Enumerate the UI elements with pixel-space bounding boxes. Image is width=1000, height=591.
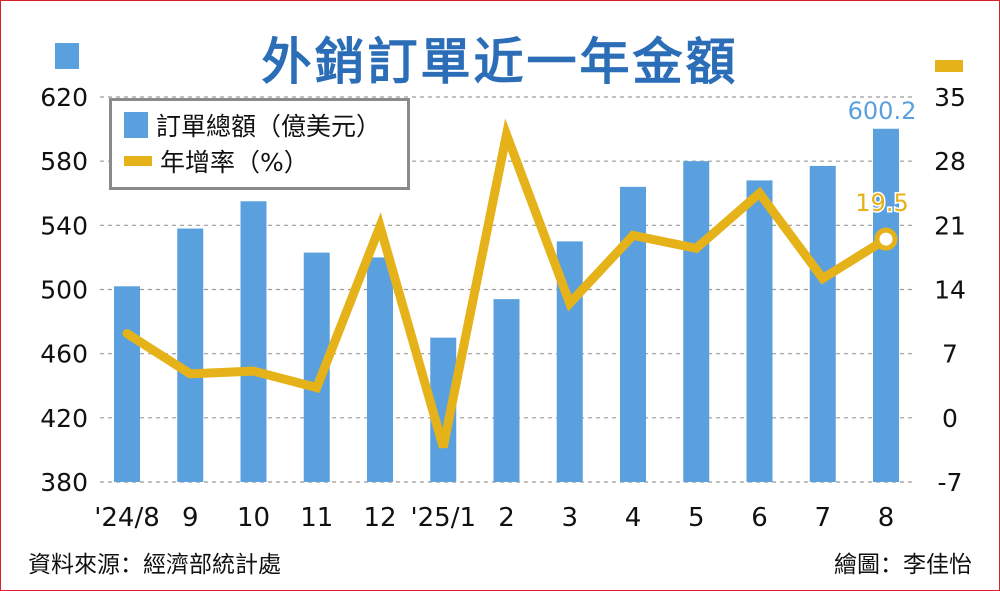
right-axis-ticks: -7 0 7 14 21 28 35 [934, 83, 966, 497]
bar-series [114, 128, 899, 483]
x-tick-label: 4 [625, 503, 642, 533]
bar [746, 180, 773, 482]
x-tick-label: 8 [878, 503, 895, 533]
bar [873, 128, 899, 482]
left-tick-label: 420 [40, 404, 88, 433]
left-tick-label: 500 [40, 276, 88, 305]
x-tick-label: 6 [751, 503, 768, 533]
x-axis-ticks: '24/8 9 10 11 12 '25/1 2 3 4 5 6 7 8 [94, 503, 894, 533]
x-tick-label: 10 [237, 503, 270, 533]
x-tick-label: 11 [300, 503, 333, 533]
left-tick-label: 460 [40, 340, 88, 369]
bar [493, 299, 520, 482]
right-tick-label: 35 [934, 83, 966, 112]
right-axis-color-key [935, 60, 963, 72]
legend-bar-swatch [124, 112, 148, 138]
left-tick-label: 380 [40, 468, 88, 497]
x-tick-label: 2 [498, 503, 515, 533]
x-tick-label: 7 [814, 503, 831, 533]
bar [114, 286, 140, 482]
source-note: 資料來源：經濟部統計處 [28, 552, 281, 578]
right-tick-label: 0 [942, 404, 958, 433]
x-tick-label: '24/8 [94, 503, 160, 533]
data-label: 600.2 [848, 97, 917, 125]
line-point [874, 227, 898, 251]
data-label: 19.5 [855, 189, 908, 217]
bar [240, 201, 267, 483]
legend-bar-label: 訂單總額（億美元） [156, 112, 382, 141]
chart-title: 外銷訂單近一年金額 [261, 33, 739, 91]
left-tick-label: 540 [40, 211, 88, 240]
legend-item-orders: 訂單總額（億美元） [124, 109, 381, 141]
line-series [122, 118, 898, 449]
legend-line-label: 年增率（%） [160, 148, 309, 177]
legend: 訂單總額（億美元） 年增率（%） [109, 98, 410, 190]
right-tick-label: 14 [934, 276, 966, 305]
left-tick-label: 580 [40, 147, 88, 176]
bar [177, 228, 204, 482]
legend-line-swatch [124, 156, 152, 166]
bar [809, 165, 836, 482]
right-tick-label: 21 [934, 211, 966, 240]
x-tick-label: 12 [363, 503, 396, 533]
left-tick-label: 620 [40, 83, 88, 112]
x-tick-label: '25/1 [410, 503, 476, 533]
right-tick-label: 7 [942, 340, 958, 369]
right-tick-label: 28 [934, 147, 966, 176]
graphic-credit: 繪圖：李佳怡 [834, 552, 972, 578]
x-tick-label: 5 [688, 503, 705, 533]
right-tick-label: -7 [938, 468, 963, 497]
left-axis-color-key [55, 43, 79, 69]
bar [683, 161, 710, 482]
x-tick-label: 3 [561, 503, 578, 533]
legend-item-growth: 年增率（%） [124, 145, 309, 177]
x-tick-label: 9 [182, 503, 199, 533]
left-axis-ticks: 380 420 460 500 540 580 620 [40, 83, 88, 497]
bar [367, 257, 393, 482]
data-labels: 600.2 19.5 [846, 95, 918, 218]
